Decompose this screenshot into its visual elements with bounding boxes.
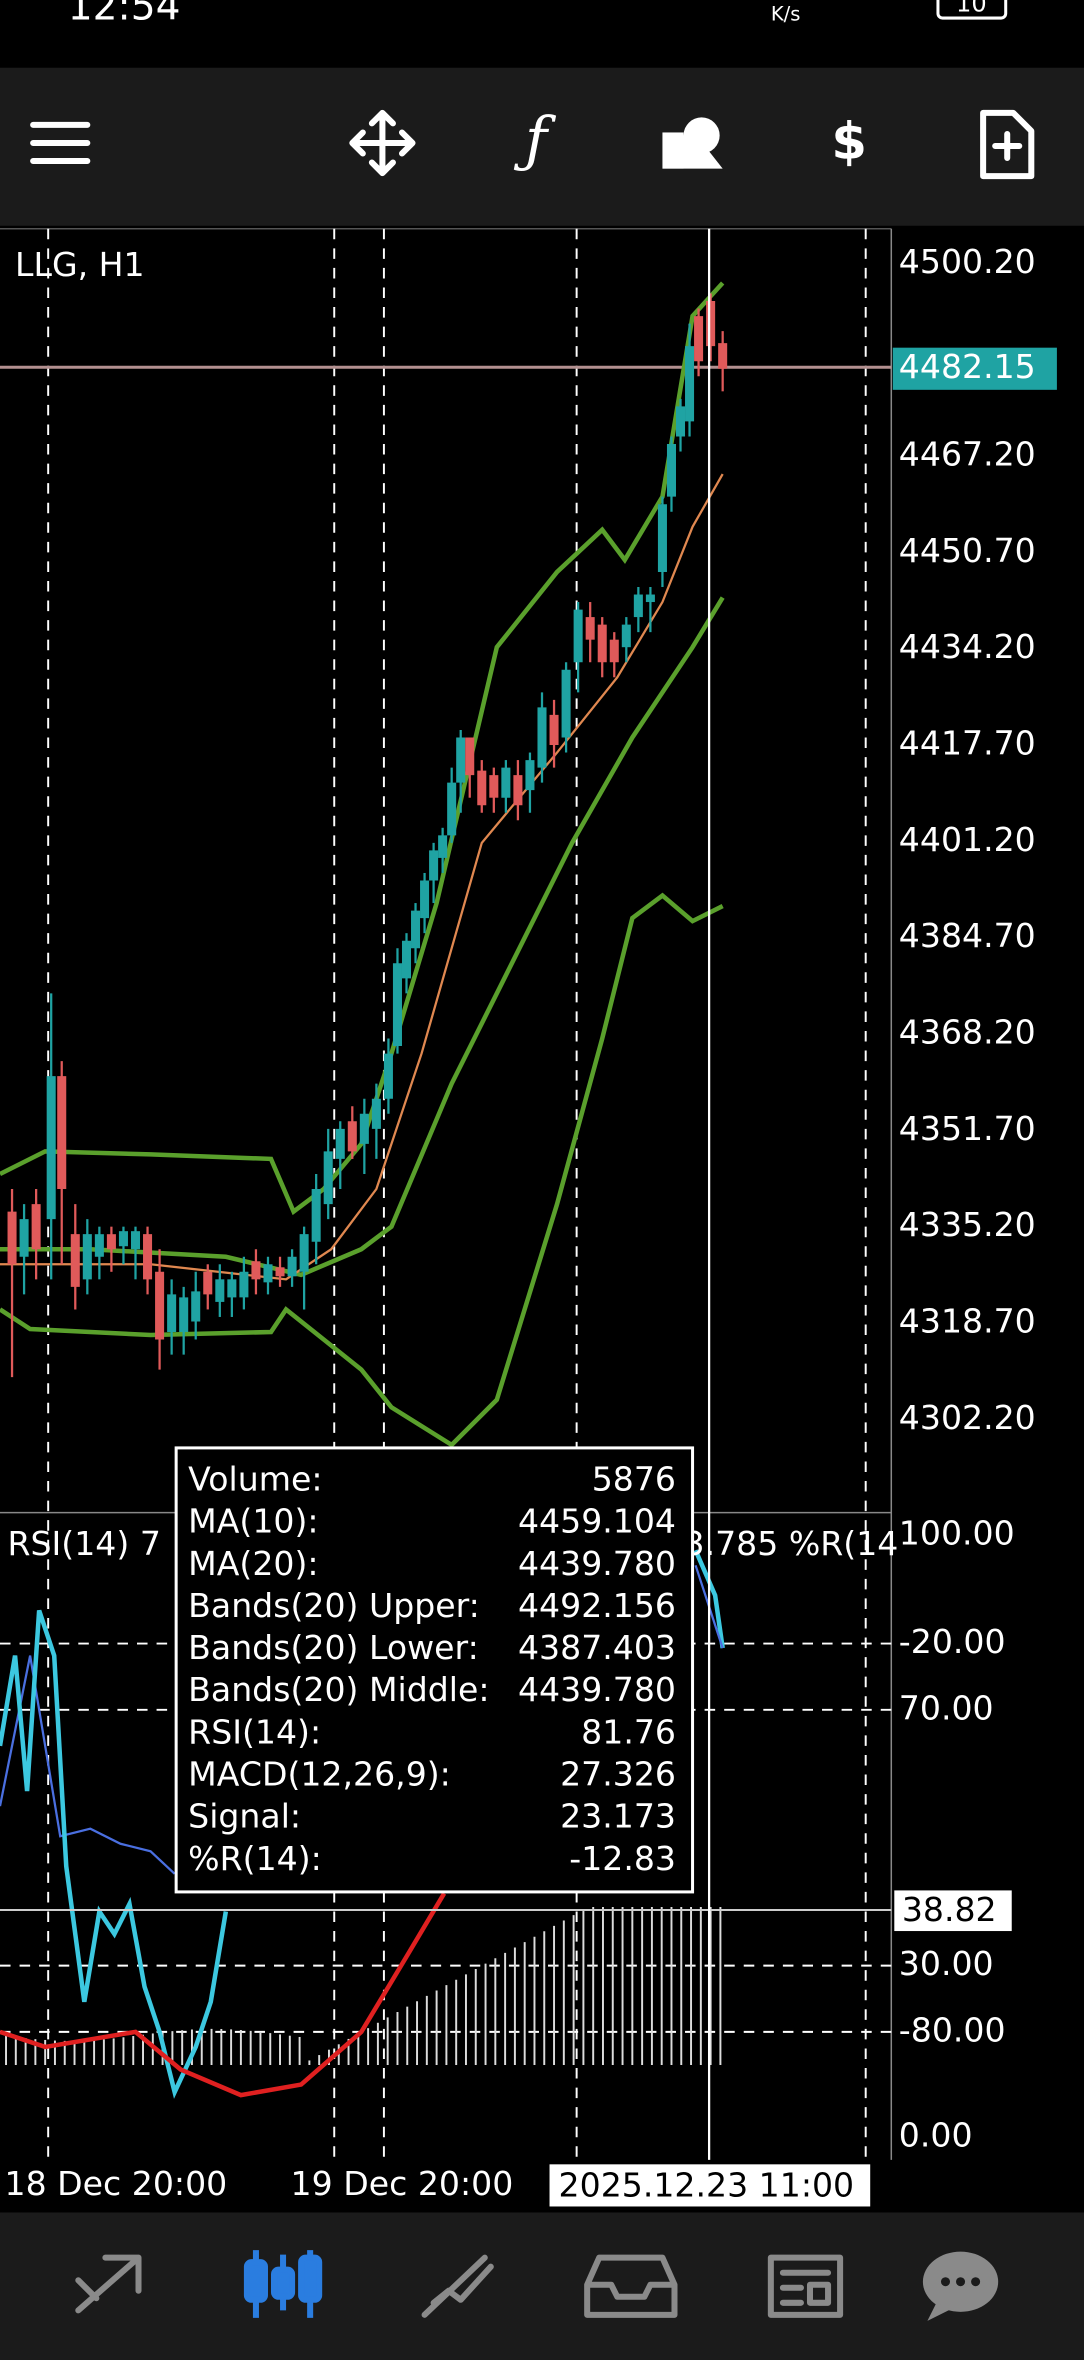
time-label: 18 Dec 20:00 bbox=[5, 2164, 228, 2203]
crosshair-button[interactable] bbox=[349, 109, 416, 177]
status-time: 12:54 bbox=[68, 0, 181, 30]
data-window-label: Bands(20) Middle: bbox=[188, 1670, 489, 1709]
menu-button[interactable] bbox=[30, 121, 91, 165]
data-window-label: Volume: bbox=[188, 1460, 322, 1499]
data-window-value: 4492.156 bbox=[518, 1586, 676, 1625]
data-window-value: 4439.780 bbox=[518, 1544, 676, 1583]
news-tab[interactable] bbox=[767, 2254, 844, 2318]
price-axis-label: 4450.70 bbox=[899, 531, 1036, 570]
cursor-value: 38.82 bbox=[902, 1890, 997, 1929]
price-axis-label: 4335.20 bbox=[899, 1205, 1036, 1244]
chart-tab[interactable] bbox=[243, 2250, 323, 2318]
data-window-value: -12.83 bbox=[569, 1839, 676, 1878]
objects-button[interactable] bbox=[662, 117, 723, 169]
current-price-box bbox=[892, 347, 1057, 390]
candles bbox=[7, 293, 728, 1378]
data-window-label: RSI(14): bbox=[188, 1712, 321, 1751]
data-window-value: 5876 bbox=[592, 1460, 676, 1499]
data-window-value: 81.76 bbox=[581, 1712, 676, 1751]
price-axis-label: 4467.20 bbox=[899, 435, 1036, 474]
history-tab[interactable] bbox=[584, 2254, 678, 2318]
current-price: 4482.15 bbox=[899, 347, 1036, 386]
price-axis-label: 4384.70 bbox=[899, 916, 1036, 955]
price-axis: 4500.20 4467.20 4450.70 4434.20 4417.70 4401.… bbox=[899, 242, 1036, 1437]
price-axis-label: 4318.70 bbox=[899, 1301, 1036, 1340]
indicator-axis-label: -80.00 bbox=[899, 2010, 1006, 2049]
time-label: 19 Dec 20:00 bbox=[291, 2164, 514, 2203]
data-window-value: 4439.780 bbox=[518, 1670, 676, 1709]
symbol-label: LLG, H1 bbox=[15, 245, 145, 284]
data-window-label: Bands(20) Lower: bbox=[188, 1628, 479, 1667]
signal-line bbox=[0, 1892, 447, 2098]
data-window-value: 4459.104 bbox=[518, 1502, 676, 1541]
new-order-button[interactable] bbox=[980, 109, 1035, 180]
price-axis-label: 4417.70 bbox=[899, 724, 1036, 763]
indicator-axis-label: 70.00 bbox=[899, 1688, 994, 1727]
ma-line bbox=[0, 473, 724, 1281]
data-window-label: MA(10): bbox=[188, 1502, 318, 1541]
price-axis-label: 4351.70 bbox=[899, 1109, 1036, 1148]
histogram bbox=[5, 1906, 722, 2065]
data-window-value: 27.326 bbox=[560, 1755, 676, 1794]
data-window-value: 23.173 bbox=[560, 1797, 676, 1836]
rsi-line bbox=[693, 1549, 725, 1649]
indicator-axis-label: 30.00 bbox=[899, 1944, 994, 1983]
price-axis-label: 4401.20 bbox=[899, 820, 1036, 859]
trade-button[interactable]: $ bbox=[831, 111, 867, 171]
price-axis-label: 4500.20 bbox=[899, 242, 1036, 281]
indicator-title: RSI(14) 7 bbox=[8, 1524, 161, 1563]
battery bbox=[936, 0, 1008, 20]
wpr-line bbox=[0, 1655, 176, 1875]
indicator-axis-label: -20.00 bbox=[899, 1622, 1006, 1661]
data-window-label: Bands(20) Upper: bbox=[188, 1586, 480, 1625]
bottom-nav bbox=[0, 2212, 1084, 2360]
indicator-axis-label: 100.00 bbox=[899, 1514, 1015, 1553]
status-bar bbox=[0, 0, 1084, 68]
time-axis bbox=[0, 2161, 1084, 2213]
cursor-time-box bbox=[549, 2164, 871, 2207]
data-window-label: MA(20): bbox=[188, 1544, 318, 1583]
data-window-label: MACD(12,26,9): bbox=[188, 1755, 451, 1794]
data-window-label: %R(14): bbox=[188, 1839, 322, 1878]
middle-band bbox=[0, 596, 725, 1278]
price-axis-label: 4302.20 bbox=[899, 1398, 1036, 1437]
cursor-time: 2025.12.23 11:00 bbox=[559, 2165, 855, 2204]
toolbar bbox=[0, 67, 1084, 226]
cursor-value-box bbox=[894, 1890, 1012, 1932]
price-axis-label: 4434.20 bbox=[899, 627, 1036, 666]
indicator-title: 3.785 %R(14 bbox=[684, 1524, 899, 1563]
price-axis-label: 4368.20 bbox=[899, 1013, 1036, 1052]
data-window-rows: Volume: 5876 MA(10): 4459.104 MA(20): 4439.78… bbox=[188, 1460, 676, 1878]
trade-tab[interactable] bbox=[421, 2254, 494, 2318]
battery-level: 10 bbox=[956, 0, 987, 18]
data-window bbox=[174, 1446, 695, 1894]
quotes-tab[interactable] bbox=[75, 2254, 142, 2314]
lower-band bbox=[0, 892, 724, 1448]
status-speed: K/s bbox=[771, 3, 801, 26]
indicator-axis-label: 0.00 bbox=[899, 2116, 973, 2155]
data-window-value: 4387.403 bbox=[518, 1628, 676, 1667]
data-window-label: Signal: bbox=[188, 1797, 301, 1836]
upper-band bbox=[0, 281, 725, 1216]
chat-tab[interactable] bbox=[922, 2251, 999, 2321]
